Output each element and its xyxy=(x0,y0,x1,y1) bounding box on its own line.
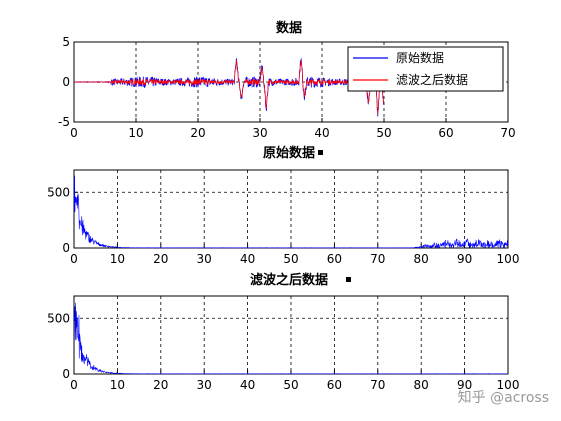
x-tick-label: 60 xyxy=(327,252,342,266)
spectrum-line xyxy=(73,302,509,375)
x-tick-label: 0 xyxy=(70,378,78,392)
panel-1-title: 数据 xyxy=(276,20,302,36)
x-tick-label: 10 xyxy=(128,126,143,140)
x-tick-label: 70 xyxy=(370,252,385,266)
x-tick-label: 30 xyxy=(197,378,212,392)
panel-1-data xyxy=(74,58,385,117)
x-tick-label: 100 xyxy=(497,252,520,266)
x-tick-label: 30 xyxy=(197,252,212,266)
y-tick-label: 5 xyxy=(62,35,70,49)
panel-2-grid xyxy=(74,170,508,248)
panel-3: 滤波之后数据 0 10 20 30 40 50 60 70 80 90 100 0 500 xyxy=(47,272,519,392)
watermark: 知乎 @across xyxy=(457,390,549,406)
spectrum-line xyxy=(73,175,509,249)
x-tick-label: 90 xyxy=(457,252,472,266)
panel-1-ticks: 0 10 20 30 40 50 60 70-505 xyxy=(58,35,516,140)
x-tick-label: 40 xyxy=(240,252,255,266)
panel-3-ticks: 0 10 20 30 40 50 60 70 80 90 100 0 500 xyxy=(47,311,519,392)
panel-2: 原始数据 0 10 20 30 40 50 60 70 80 90 100 0 500 xyxy=(47,145,519,266)
panel-3-data xyxy=(73,302,509,375)
series-filtered-line xyxy=(74,59,385,115)
x-tick-label: 20 xyxy=(153,378,168,392)
legend-label-filtered: 滤波之后数据 xyxy=(396,72,468,87)
x-tick-label: 50 xyxy=(376,126,391,140)
x-tick-label: 30 xyxy=(252,126,267,140)
x-tick-label: 50 xyxy=(283,378,298,392)
legend-box xyxy=(347,46,504,92)
panel-3-title: 滤波之后数据 xyxy=(250,272,328,288)
legend: 原始数据 滤波之后数据 xyxy=(347,46,504,92)
x-tick-label: 40 xyxy=(314,126,329,140)
x-tick-label: 70 xyxy=(370,378,385,392)
y-tick-label: 500 xyxy=(47,185,70,199)
panel-2-title: 原始数据 xyxy=(263,145,315,161)
y-tick-label: 0 xyxy=(62,75,70,89)
x-tick-label: 0 xyxy=(70,252,78,266)
panel-3-grid xyxy=(74,296,508,374)
panel-2-title-marker xyxy=(318,150,323,155)
x-tick-label: 20 xyxy=(153,252,168,266)
x-tick-label: 80 xyxy=(414,378,429,392)
panel-3-title-marker xyxy=(346,277,351,282)
x-tick-label: 10 xyxy=(110,252,125,266)
legend-label-raw: 原始数据 xyxy=(396,50,444,65)
x-tick-label: 40 xyxy=(240,378,255,392)
panel-1: 数据 0 10 20 30 40 50 60 70-505 原始数据 滤波之后数据 xyxy=(58,20,516,140)
panel-2-data xyxy=(73,175,509,249)
x-tick-label: 60 xyxy=(438,126,453,140)
y-tick-label: 0 xyxy=(62,241,70,255)
x-tick-label: 10 xyxy=(110,378,125,392)
y-tick-label: -5 xyxy=(58,115,70,129)
x-tick-label: 100 xyxy=(497,378,520,392)
x-tick-label: 50 xyxy=(283,252,298,266)
x-tick-label: 20 xyxy=(190,126,205,140)
x-tick-label: 80 xyxy=(414,252,429,266)
panel-2-ticks: 0 10 20 30 40 50 60 70 80 90 100 0 500 xyxy=(47,185,519,266)
x-tick-label: 90 xyxy=(457,378,472,392)
y-tick-label: 500 xyxy=(47,311,70,325)
y-tick-label: 0 xyxy=(62,367,70,381)
x-tick-label: 60 xyxy=(327,378,342,392)
x-tick-label: 0 xyxy=(70,126,78,140)
x-tick-label: 70 xyxy=(500,126,515,140)
